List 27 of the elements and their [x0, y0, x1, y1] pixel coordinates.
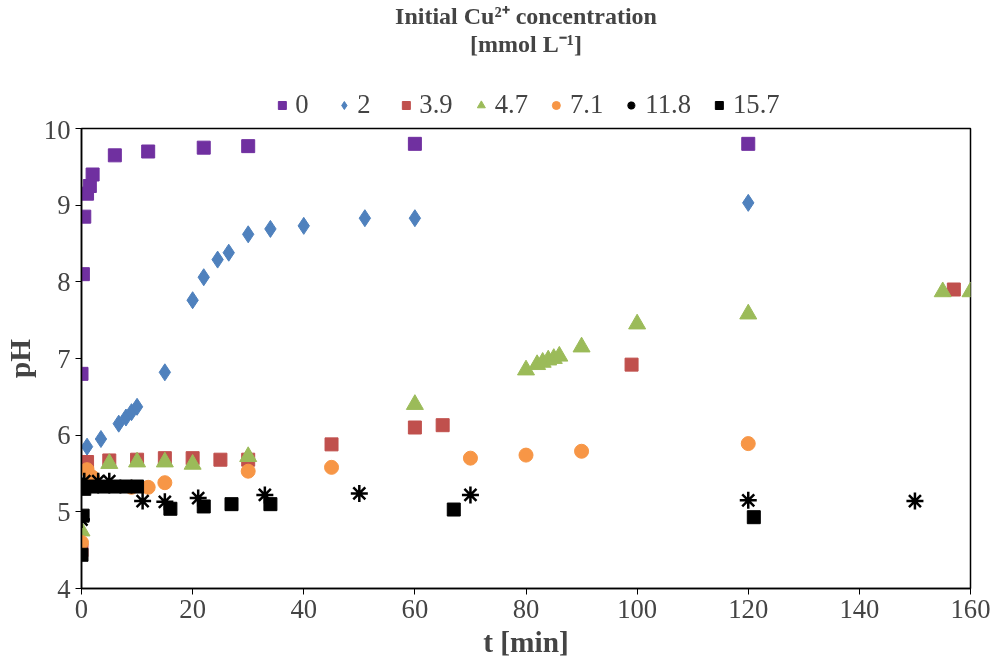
y-tick-label: 6: [57, 420, 71, 451]
x-tick-label: 140: [839, 593, 880, 624]
legend-label: 4.7: [494, 89, 528, 120]
y-tick-label: 9: [57, 190, 71, 221]
y-tick-label: 7: [57, 343, 71, 374]
y-axis-title: pH: [3, 338, 36, 379]
y-tick-label: 8: [57, 266, 71, 297]
x-tick-label: 40: [290, 593, 318, 624]
x-tick-label: 80: [512, 593, 540, 624]
legend-label: 0: [295, 89, 310, 120]
y-tick-label: 4: [57, 573, 71, 604]
legend-label: 15.7: [733, 89, 780, 120]
y-tick-label: 10: [43, 114, 71, 145]
legend-label: 2: [357, 89, 372, 120]
x-tick-label: 160: [950, 593, 991, 624]
x-tick-label: 100: [617, 593, 658, 624]
y-tick-label: 5: [57, 496, 71, 527]
x-axis-title: t [min]: [483, 625, 569, 658]
chart-title: Initial Cu²⁺ concentration: [395, 2, 657, 29]
x-tick-label: 0: [74, 593, 89, 624]
x-tick-label: 120: [728, 593, 769, 624]
legend-label: 11.8: [645, 89, 691, 120]
chart-subtitle: [mmol L⁻¹]: [470, 30, 582, 57]
x-tick-label: 20: [179, 593, 206, 624]
legend-label: 7.1: [570, 89, 604, 120]
x-tick-label: 60: [401, 593, 429, 624]
legend-label: 3.9: [419, 89, 453, 120]
